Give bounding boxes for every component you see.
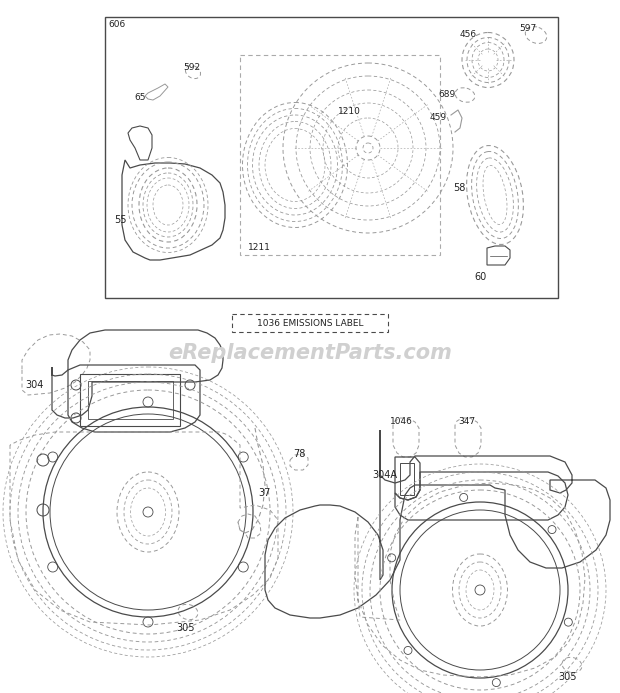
Bar: [80, 374, 180, 426]
Text: 592: 592: [183, 63, 200, 72]
Text: 459: 459: [430, 113, 447, 122]
Text: 1210: 1210: [338, 107, 361, 116]
Bar: [232, 314, 388, 332]
Text: 1036 EMISSIONS LABEL: 1036 EMISSIONS LABEL: [257, 319, 363, 328]
Text: 58: 58: [453, 183, 466, 193]
Bar: [400, 463, 414, 495]
Text: 55: 55: [114, 215, 126, 225]
Bar: [105, 17, 558, 298]
Text: 689: 689: [438, 90, 455, 99]
Text: 65: 65: [134, 93, 146, 102]
Text: 305: 305: [176, 623, 195, 633]
Text: 60: 60: [474, 272, 486, 282]
Text: 456: 456: [460, 30, 477, 39]
Text: 606: 606: [108, 20, 125, 29]
Text: 305: 305: [558, 672, 577, 682]
Text: eReplacementParts.com: eReplacementParts.com: [168, 343, 452, 363]
Bar: [88, 381, 173, 419]
Text: 597: 597: [519, 24, 536, 33]
Text: 37: 37: [258, 488, 270, 498]
Text: 78: 78: [293, 449, 306, 459]
Text: 304A: 304A: [372, 470, 397, 480]
Text: 304: 304: [25, 380, 43, 390]
Bar: [240, 55, 440, 255]
Text: 347: 347: [458, 417, 475, 426]
Text: 1211: 1211: [248, 243, 271, 252]
Text: 1046: 1046: [390, 417, 413, 426]
